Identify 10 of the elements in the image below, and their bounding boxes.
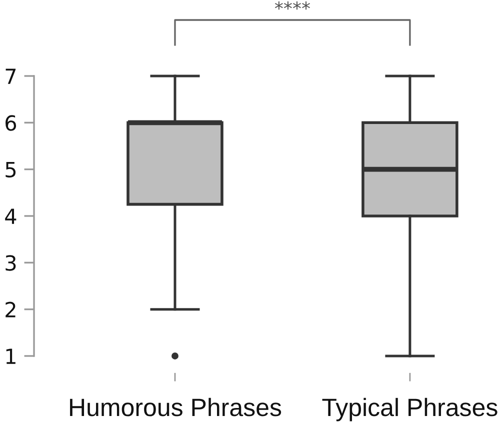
y-tick-label: 4 bbox=[5, 208, 16, 224]
y-tick-label: 2 bbox=[6, 302, 16, 318]
y-tick-label: 6 bbox=[6, 115, 16, 131]
y-tick-label: 3 bbox=[6, 255, 16, 271]
x-tick-label: Humorous Phrases bbox=[70, 398, 282, 416]
y-tick-label: 7 bbox=[6, 68, 16, 84]
x-tick-label: Typical Phrases bbox=[322, 398, 498, 422]
y-tick-label: 5 bbox=[6, 162, 16, 178]
text: **** bbox=[274, 1, 310, 10]
y-tick-label: 1 bbox=[6, 348, 16, 364]
